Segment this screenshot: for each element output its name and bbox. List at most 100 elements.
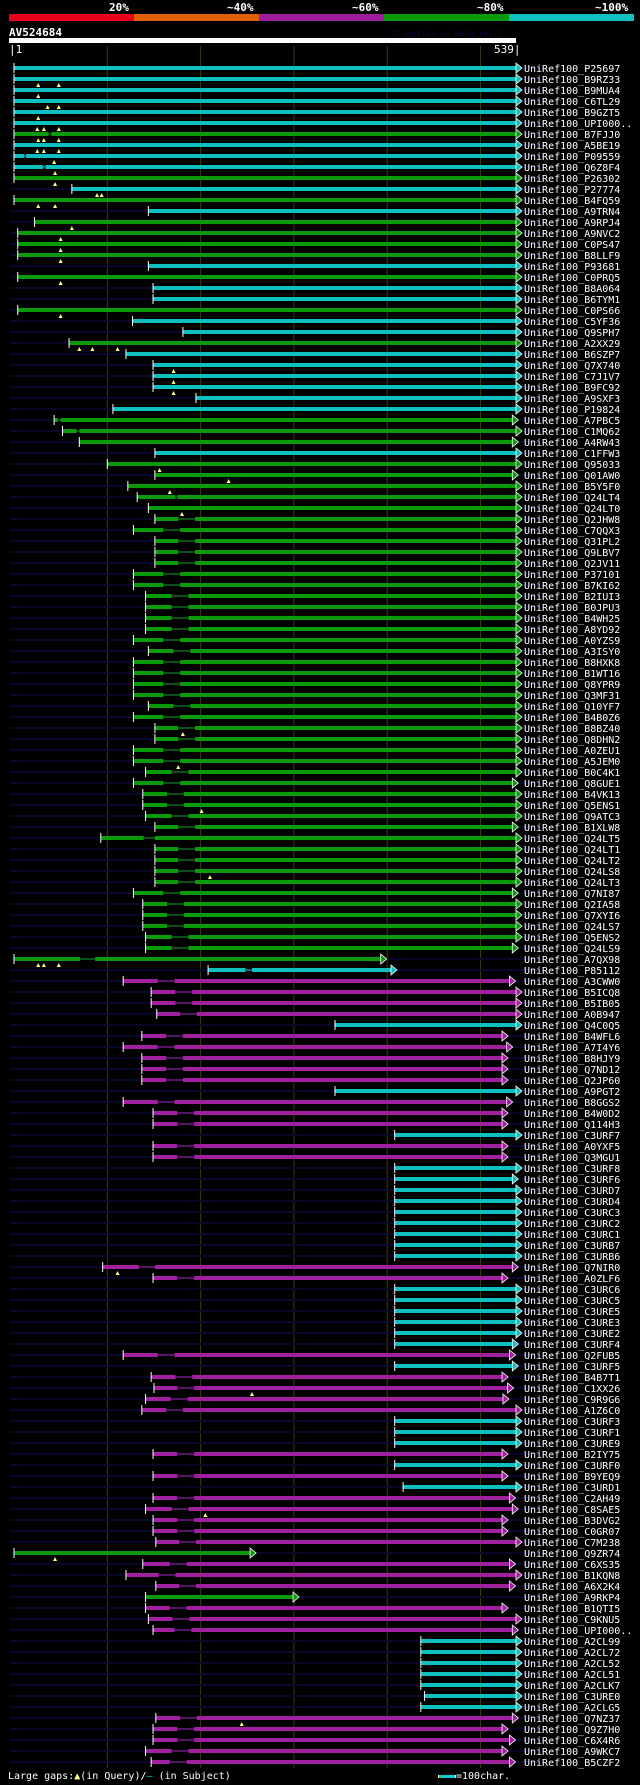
hit-label[interactable]: UniRef100_C3URD7 (524, 1186, 620, 1197)
hit-label[interactable]: UniRef100_C3URE2 (524, 1329, 620, 1340)
hit-label[interactable]: UniRef100_B8BZ40 (524, 724, 620, 735)
hit-label[interactable]: UniRef100_Q7NZ37 (524, 1714, 620, 1725)
hit-label[interactable]: UniRef100_A2CLG5 (524, 1703, 620, 1714)
hit-label[interactable]: UniRef100_A9PGT2 (524, 1087, 620, 1098)
hit-label[interactable]: UniRef100_C6TL29 (524, 97, 620, 108)
hit-label[interactable]: UniRef100_C3URF4 (524, 1340, 620, 1351)
hit-label[interactable]: UniRef100_Q7NIR0 (524, 1263, 620, 1274)
hit-label[interactable]: UniRef100_Q24LS7 (524, 922, 620, 933)
hit-label[interactable]: UniRef100_UPI000.. (524, 119, 632, 130)
hit-label[interactable]: UniRef100_A7PBC5 (524, 416, 620, 427)
hit-label[interactable]: UniRef100_B4VK13 (524, 790, 620, 801)
hit-label[interactable]: UniRef100_B9YEQ9 (524, 1472, 620, 1483)
hit-label[interactable]: UniRef100_B8A064 (524, 284, 620, 295)
hit-label[interactable]: UniRef100_B4B0Z6 (524, 713, 620, 724)
hit-label[interactable]: UniRef100_C3URF7 (524, 1131, 620, 1142)
hit-label[interactable]: UniRef100_C3URE5 (524, 1307, 620, 1318)
hit-label[interactable]: UniRef100_C5YF36 (524, 317, 620, 328)
hit-label[interactable]: UniRef100_P26302 (524, 174, 620, 185)
hit-label[interactable]: UniRef100_C0PS66 (524, 306, 620, 317)
hit-label[interactable]: UniRef100_A6X2K4 (524, 1582, 620, 1593)
hit-label[interactable]: UniRef100_C3URB7 (524, 1241, 620, 1252)
hit-label[interactable]: UniRef100_A9NVC2 (524, 229, 620, 240)
hit-label[interactable]: UniRef100_Q7X740 (524, 361, 620, 372)
hit-label[interactable]: UniRef100_B8LLF9 (524, 251, 620, 262)
hit-label[interactable]: UniRef100_P09559 (524, 152, 620, 163)
hit-label[interactable]: UniRef100_B4B7T1 (524, 1373, 620, 1384)
hit-label[interactable]: UniRef100_A3ISY0 (524, 647, 620, 658)
hit-label[interactable]: UniRef100_B9RZ33 (524, 75, 620, 86)
hit-label[interactable]: UniRef100_Q7ND12 (524, 1065, 620, 1076)
hit-label[interactable]: UniRef100_B4FQ59 (524, 196, 620, 207)
hit-label[interactable]: UniRef100_Q7XYI6 (524, 911, 620, 922)
hit-label[interactable]: UniRef100_C1XX26 (524, 1384, 620, 1395)
hit-label[interactable]: UniRef100_B1QTI5 (524, 1604, 620, 1615)
hit-label[interactable]: UniRef100_Q5ENS2 (524, 933, 620, 944)
hit-label[interactable]: UniRef100_C3URC2 (524, 1219, 620, 1230)
hit-label[interactable]: UniRef100_C3URE0 (524, 1692, 620, 1703)
hit-label[interactable]: UniRef100_B4WH25 (524, 614, 620, 625)
hit-label[interactable]: UniRef100_Q9LBV7 (524, 548, 620, 559)
hit-label[interactable]: UniRef100_Q24LT1 (524, 845, 620, 856)
hit-label[interactable]: UniRef100_P19824 (524, 405, 620, 416)
hit-label[interactable]: UniRef100_C1MQ62 (524, 427, 620, 438)
hit-label[interactable]: UniRef100_C0GR07 (524, 1527, 620, 1538)
hit-label[interactable]: UniRef100_B1XLW8 (524, 823, 620, 834)
hit-label[interactable]: UniRef100_C7QQX3 (524, 526, 620, 537)
hit-label[interactable]: UniRef100_UPI000.. (524, 1626, 632, 1637)
hit-label[interactable]: UniRef100_Q2JP60 (524, 1076, 620, 1087)
hit-label[interactable]: UniRef100_Q2JV11 (524, 559, 620, 570)
hit-label[interactable]: UniRef100_Q8DHN2 (524, 735, 620, 746)
hit-label[interactable]: UniRef100_Q2FUB5 (524, 1351, 620, 1362)
hit-label[interactable]: UniRef100_C3URC1 (524, 1230, 620, 1241)
hit-label[interactable]: UniRef100_C3URF8 (524, 1164, 620, 1175)
hit-label[interactable]: UniRef100_A2CL99 (524, 1637, 620, 1648)
hit-label[interactable]: UniRef100_B1KQN8 (524, 1571, 620, 1582)
hit-label[interactable]: UniRef100_Q114H3 (524, 1120, 620, 1131)
hit-label[interactable]: UniRef100_B3DVG2 (524, 1516, 620, 1527)
hit-label[interactable]: UniRef100_C9R9G6 (524, 1395, 620, 1406)
hit-label[interactable]: UniRef100_Q9SPH7 (524, 328, 620, 339)
hit-label[interactable]: UniRef100_B8GGS2 (524, 1098, 620, 1109)
hit-label[interactable]: UniRef100_B2IY75 (524, 1450, 620, 1461)
hit-label[interactable]: UniRef100_B6TYM1 (524, 295, 620, 306)
hit-label[interactable]: UniRef100_Q10YF7 (524, 702, 620, 713)
hit-label[interactable]: UniRef100_B9FC92 (524, 383, 620, 394)
hit-label[interactable]: UniRef100_A7QX98 (524, 955, 620, 966)
hit-label[interactable]: UniRef100_C3URF6 (524, 1175, 620, 1186)
hit-label[interactable]: UniRef100_P85112 (524, 966, 620, 977)
hit-label[interactable]: UniRef100_B7KI62 (524, 581, 620, 592)
hit-label[interactable]: UniRef100_B5ICQ8 (524, 988, 620, 999)
hit-label[interactable]: UniRef100_Q24LS8 (524, 867, 620, 878)
hit-label[interactable]: UniRef100_Q24LT4 (524, 493, 620, 504)
hit-label[interactable]: UniRef100_Q9ZR74 (524, 1549, 620, 1560)
hit-label[interactable]: UniRef100_C9KNU5 (524, 1615, 620, 1626)
hit-label[interactable]: UniRef100_Q4C0Q5 (524, 1021, 620, 1032)
hit-label[interactable]: UniRef100_C3URD4 (524, 1197, 620, 1208)
hit-label[interactable]: UniRef100_Q2IA58 (524, 900, 620, 911)
hit-label[interactable]: UniRef100_C3URE3 (524, 1318, 620, 1329)
hit-label[interactable]: UniRef100_C1FFW3 (524, 449, 620, 460)
hit-label[interactable]: UniRef100_A7I4Y6 (524, 1043, 620, 1054)
hit-label[interactable]: UniRef100_Q24LT2 (524, 856, 620, 867)
hit-label[interactable]: UniRef100_C6X4R6 (524, 1736, 620, 1747)
hit-label[interactable]: UniRef100_A2CL52 (524, 1659, 620, 1670)
hit-label[interactable]: UniRef100_B9GZT5 (524, 108, 620, 119)
hit-label[interactable]: UniRef100_A2CL51 (524, 1670, 620, 1681)
hit-label[interactable]: UniRef100_P37101 (524, 570, 620, 581)
hit-label[interactable]: UniRef100_A2CLK7 (524, 1681, 620, 1692)
hit-label[interactable]: UniRef100_Q8GUE1 (524, 779, 620, 790)
hit-label[interactable]: UniRef100_A4RW43 (524, 438, 620, 449)
hit-label[interactable]: UniRef100_A9RKP4 (524, 1593, 620, 1604)
hit-label[interactable]: UniRef100_A5BE19 (524, 141, 620, 152)
hit-label[interactable]: UniRef100_B0JPU3 (524, 603, 620, 614)
hit-label[interactable]: UniRef100_A0B947 (524, 1010, 620, 1021)
hit-label[interactable]: UniRef100_B5IB05 (524, 999, 620, 1010)
hit-label[interactable]: UniRef100_B6SZP7 (524, 350, 620, 361)
hit-label[interactable]: UniRef100_C0PS47 (524, 240, 620, 251)
hit-label[interactable]: UniRef100_B8HXK8 (524, 658, 620, 669)
hit-label[interactable]: UniRef100_A0ZLF6 (524, 1274, 620, 1285)
hit-label[interactable]: UniRef100_Q31PL2 (524, 537, 620, 548)
hit-label[interactable]: UniRef100_Q9Z7H0 (524, 1725, 620, 1736)
hit-label[interactable]: UniRef100_Q2JHW8 (524, 515, 620, 526)
